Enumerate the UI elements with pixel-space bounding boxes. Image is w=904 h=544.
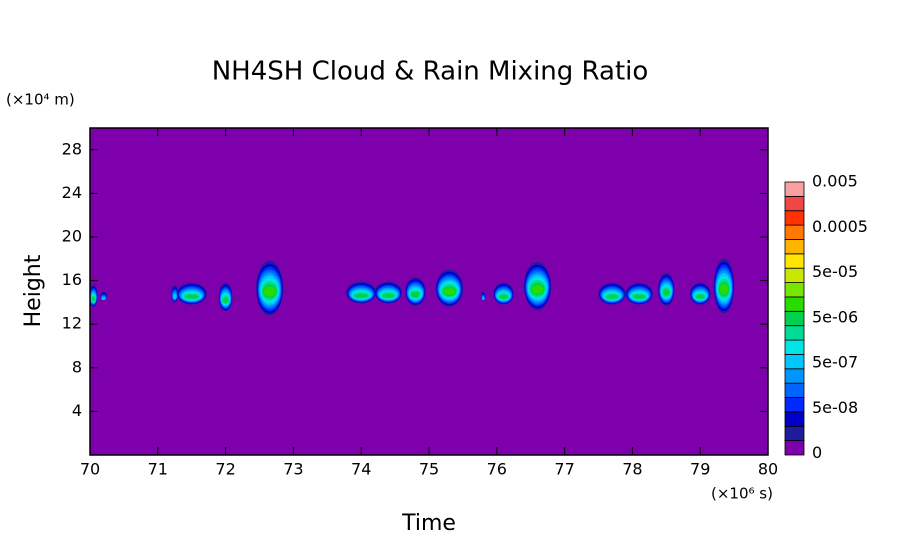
colorbar-box <box>784 296 805 312</box>
contour-region <box>410 291 420 298</box>
contour-region <box>382 293 395 298</box>
colorbar-box <box>784 440 805 456</box>
x-unit: (×10⁶ s) <box>711 485 773 503</box>
contour-region <box>719 284 729 295</box>
contour-region <box>482 297 485 300</box>
contour-region <box>185 294 199 300</box>
colorbar-box <box>784 195 805 212</box>
contour-region <box>605 294 619 300</box>
y-tick-label: 12 <box>62 314 82 333</box>
y-tick-label: 24 <box>62 183 82 202</box>
contour-region <box>531 284 544 294</box>
colorbar-box <box>784 210 805 226</box>
colorbar-box <box>784 354 805 370</box>
contour-region <box>662 289 670 296</box>
contour-region <box>263 286 276 297</box>
contours <box>90 258 735 316</box>
contour-region <box>101 297 106 300</box>
colorbar-box <box>784 397 805 413</box>
colorbar-box <box>784 267 805 283</box>
colorbar-box <box>784 253 805 269</box>
contour-region <box>354 293 368 298</box>
y-unit: (×10⁴ m) <box>6 91 75 109</box>
colorbar-tick-label: 5e-08 <box>812 398 858 417</box>
x-tick-label: 73 <box>283 460 303 479</box>
y-tick-label: 4 <box>72 401 82 420</box>
colorbar-box <box>784 382 805 398</box>
x-tick-label: 72 <box>215 460 235 479</box>
y-tick-label: 28 <box>62 139 82 158</box>
contour-region <box>695 294 705 300</box>
x-tick-label: 78 <box>622 460 642 479</box>
contour-region <box>443 288 456 295</box>
colorbar-box <box>784 239 805 255</box>
x-tick-label: 79 <box>690 460 710 479</box>
colorbar-box <box>784 282 805 298</box>
y-tick-label: 20 <box>62 227 82 246</box>
x-tick-label: 74 <box>351 460 371 479</box>
x-tick-label: 76 <box>487 460 507 479</box>
x-tick-label: 70 <box>80 460 100 479</box>
contour-region <box>633 294 646 300</box>
colorbar-box <box>784 368 805 384</box>
colorbar-box <box>784 181 805 197</box>
contour-region <box>499 294 509 300</box>
colorbar-tick-label: 0.0005 <box>812 217 868 236</box>
colorbar-box <box>784 339 805 355</box>
colorbar-box <box>784 425 805 442</box>
chart-title: NH4SH Cloud & Rain Mixing Ratio <box>212 57 649 87</box>
y-tick-label: 16 <box>62 270 82 289</box>
colorbar-tick-label: 5e-06 <box>812 307 858 326</box>
contour-region <box>172 294 177 300</box>
colorbar-box <box>784 411 805 427</box>
contour-region <box>222 297 229 303</box>
x-tick-label: 80 <box>758 460 778 479</box>
x-tick-label: 71 <box>148 460 168 479</box>
colorbar-tick-label: 0.005 <box>812 172 858 191</box>
colorbar-box <box>784 325 805 341</box>
colorbar-tick-label: 0 <box>812 443 822 462</box>
colorbar-box <box>784 224 805 240</box>
colorbar-tick-label: 5e-07 <box>812 353 858 372</box>
colorbar-box <box>784 310 805 327</box>
y-tick-label: 8 <box>72 357 82 376</box>
colorbar-tick-label: 5e-05 <box>812 262 858 281</box>
y-axis-label: Height <box>21 254 46 327</box>
contour-region <box>91 296 96 302</box>
x-tick-label: 75 <box>419 460 439 479</box>
x-tick-label: 77 <box>554 460 574 479</box>
x-axis-label: Time <box>401 511 456 536</box>
